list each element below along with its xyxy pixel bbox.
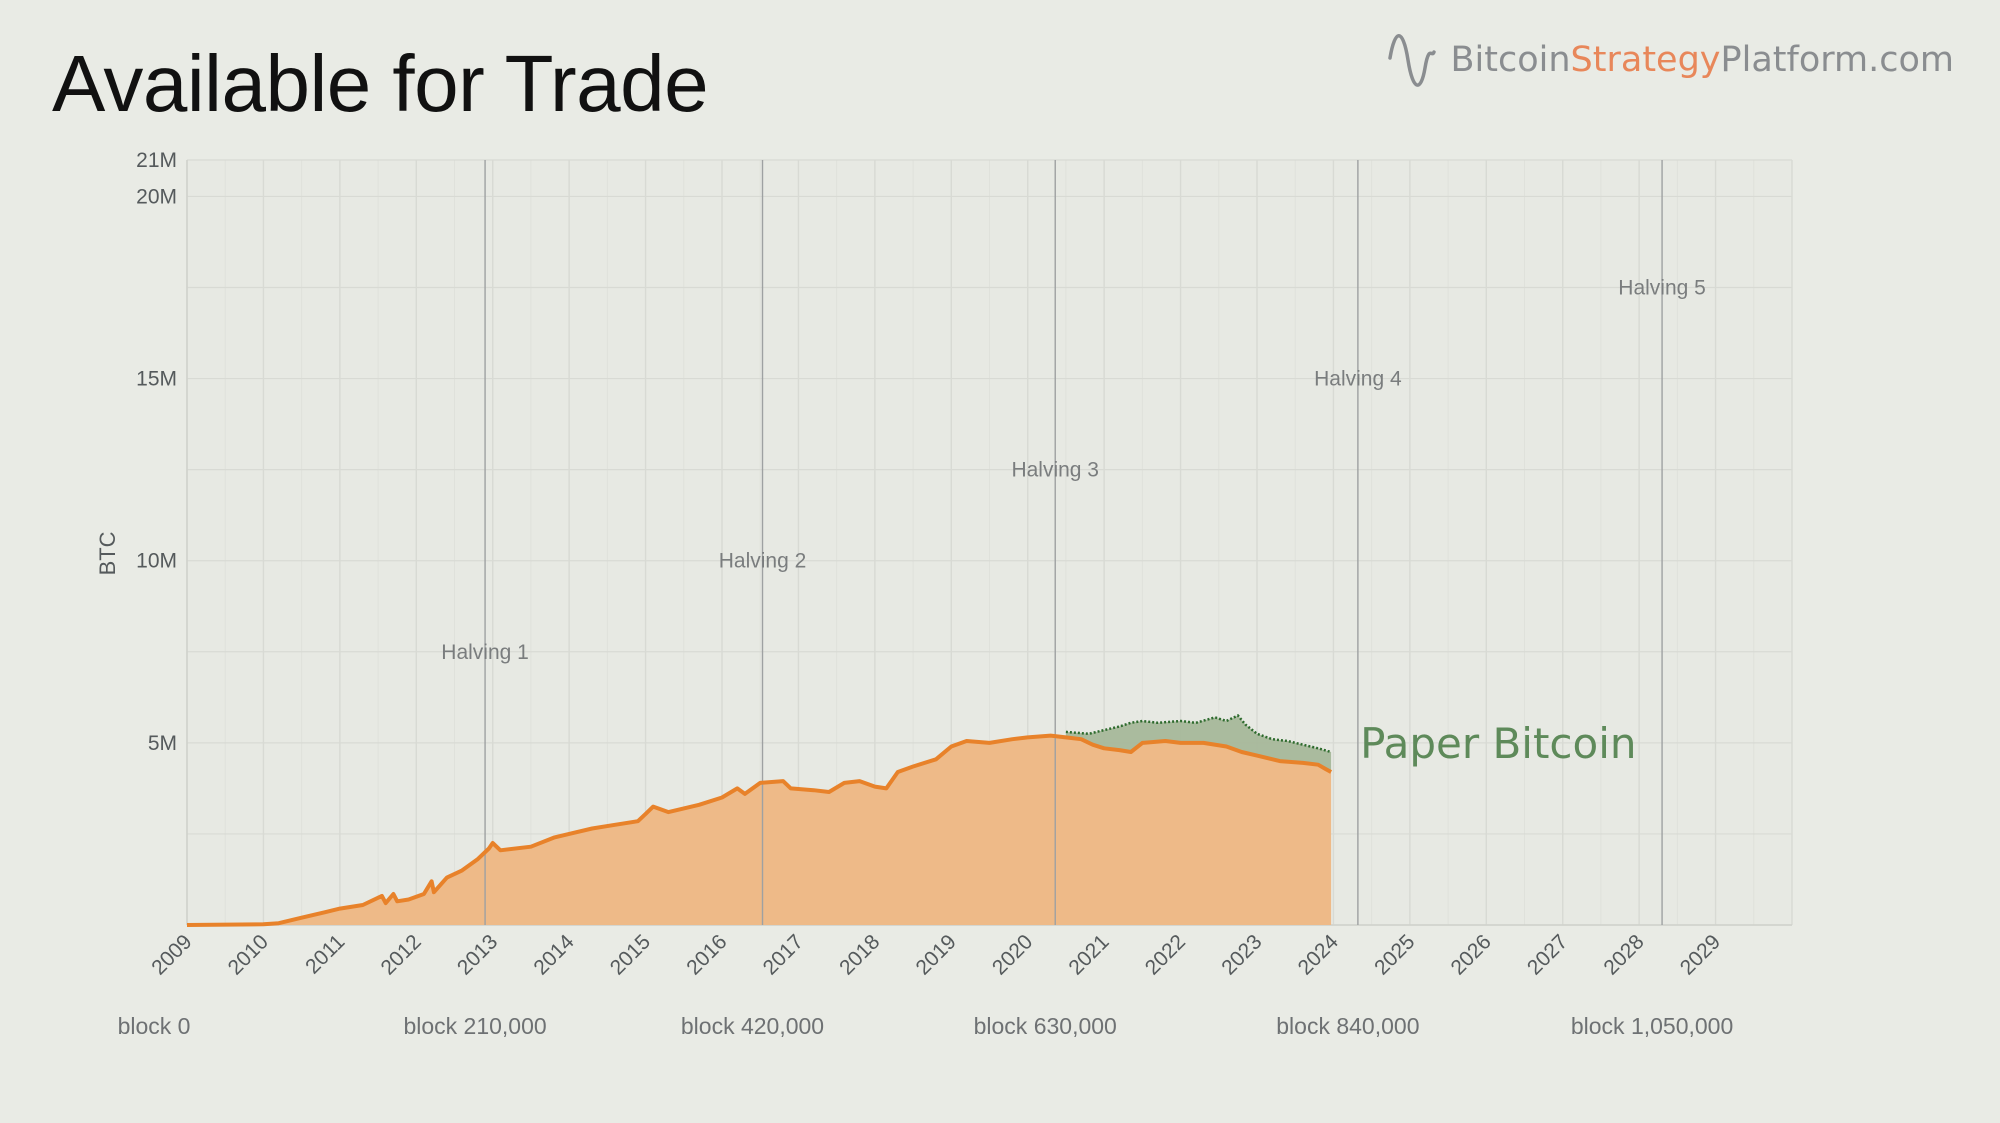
- brand-logo: BitcoinStrategyPlatform.com: [1387, 30, 1954, 90]
- x-tick-label: 2019: [912, 930, 961, 979]
- x-tick-label: 2020: [988, 930, 1037, 979]
- halving-label: Halving 3: [1011, 459, 1099, 482]
- x-tick-label: 2010: [224, 930, 273, 979]
- series-area-paper-bitcoin: [1065, 715, 1332, 772]
- sine-wave-icon: [1387, 30, 1437, 90]
- x-tick-label: 2029: [1676, 930, 1725, 979]
- page-title: Available for Trade: [52, 39, 709, 128]
- y-tick-label: 15M: [136, 368, 177, 391]
- x-tick-label: 2025: [1370, 930, 1419, 979]
- x-tick-label: 2013: [453, 930, 502, 979]
- block-label: block 210,000: [403, 1013, 546, 1039]
- x-tick-label: 2012: [377, 930, 426, 979]
- x-tick-label: 2024: [1294, 930, 1344, 980]
- block-label: block 0: [118, 1013, 191, 1039]
- halving-label: Halving 2: [719, 550, 807, 573]
- x-tick-label: 2017: [759, 930, 808, 979]
- x-tick-label: 2015: [606, 930, 655, 979]
- x-tick-label: 2022: [1141, 930, 1190, 979]
- block-label: block 630,000: [974, 1013, 1117, 1039]
- x-tick-label: 2023: [1217, 930, 1266, 979]
- y-axis-label: BTC: [95, 531, 120, 575]
- x-tick-label: 2027: [1523, 930, 1572, 979]
- x-tick-label: 2011: [301, 930, 349, 978]
- series-label-paper-bitcoin: Paper Bitcoin: [1360, 719, 1636, 768]
- x-tick-label: 2016: [682, 930, 731, 979]
- block-label: block 1,050,000: [1571, 1013, 1733, 1039]
- x-tick-label: 2014: [529, 930, 579, 980]
- brand-name-part1: Bitcoin: [1450, 40, 1571, 80]
- y-tick-label: 5M: [148, 732, 177, 755]
- x-tick-label: 2018: [835, 930, 884, 979]
- block-label: block 420,000: [681, 1013, 824, 1039]
- y-tick-label: 21M: [136, 149, 177, 172]
- series-line-available: [186, 733, 1333, 927]
- halving-label: Halving 5: [1618, 277, 1706, 300]
- brand-name-part2: Strategy: [1570, 40, 1721, 80]
- block-label: block 840,000: [1276, 1013, 1419, 1039]
- y-tick-label: 20M: [136, 185, 177, 208]
- brand-name: BitcoinStrategyPlatform.com: [1451, 40, 1954, 80]
- x-tick-label: 2021: [1064, 930, 1113, 979]
- y-tick-label: 10M: [136, 550, 177, 573]
- x-tick-label: 2009: [147, 930, 196, 979]
- x-tick-label: 2026: [1447, 930, 1496, 979]
- series-area-available: [187, 735, 1332, 925]
- halving-label: Halving 4: [1314, 368, 1402, 391]
- brand-name-part3: Platform.com: [1720, 40, 1954, 80]
- x-tick-label: 2028: [1599, 930, 1648, 979]
- halving-label: Halving 1: [441, 641, 529, 664]
